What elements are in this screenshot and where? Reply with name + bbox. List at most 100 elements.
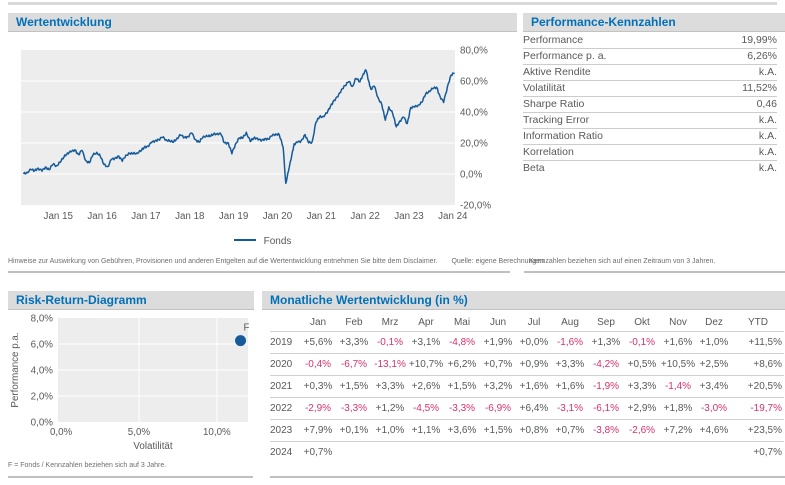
month-value-cell [480,442,516,464]
y-tick-label: 0,0% [31,418,54,429]
bottom-left-divider [8,476,253,478]
x-tick-label: Jan 24 [438,211,468,220]
risk-footnote: F = Fonds / Kennzahlen beziehen sich auf… [8,462,166,469]
fonds-legend-line-icon [233,239,256,242]
month-value-cell: -1,4% [660,375,696,398]
month-value-cell: +6,2% [444,353,480,376]
month-value-cell: +5,6% [300,331,336,354]
x-tick-label: Jan 16 [87,211,117,220]
performance-line-chart: 80,0% 60,0% 40,0% 20,0% 0,0% -20,0% Jan 15 Jan … [21,46,491,220]
month-value-cell: -2,9% [300,397,336,420]
month-column-header: Nov [660,313,696,332]
month-value-cell: +0,7% [480,353,516,376]
metric-row: Performance 19,99% [523,33,777,49]
y-tick-label: 20,0% [460,139,488,150]
metric-label: Korrelation [523,144,650,161]
y-tick-label: 2,0% [31,392,54,403]
chart-legend: Fonds [8,236,517,247]
x-tick-label: Jan 22 [350,211,379,220]
ytd-cell: +20,5% [732,375,784,398]
x-tick-label: Jan 17 [131,211,160,220]
month-value-cell: -1,9% [588,375,624,398]
month-column-header: Okt [624,313,660,332]
metric-row: Volatilität 11,52% [523,80,777,97]
month-value-cell: +1,2% [372,397,408,420]
risk-footnote-text: F = Fonds / Kennzahlen beziehen sich auf… [8,462,167,469]
x-tick-label: 10,0% [203,427,231,438]
month-value-cell: +2,5% [696,353,732,376]
fonds-legend-label: Fonds [263,236,292,247]
metric-label: Performance p. a. [523,48,650,65]
monthly-header-row: Jan Feb Mrz Apr Mai Jun Jul Aug Sep Okt Nov Dez YTD [270,313,784,332]
x-tick-label: Jan 19 [219,211,248,220]
month-column-header: Mrz [372,313,408,332]
month-value-cell [336,442,372,464]
y-tick-label: 80,0% [460,46,488,57]
metric-row: Aktive Rendite k.A. [523,64,777,81]
month-value-cell: +10,7% [408,353,444,376]
year-cell: 2021 [270,375,300,398]
x-tick-label: 0,0% [50,427,73,438]
month-value-cell: +1,3% [588,331,624,354]
month-value-cell: -4,5% [408,397,444,420]
month-column-header: Sep [588,313,624,332]
month-value-cell: -3,3% [444,397,480,420]
month-column-header: Dez [696,313,732,332]
month-value-cell: +10,5% [660,353,696,376]
month-value-cell: +0,3% [300,375,336,398]
y-axis-label: Performance p.a. [10,332,21,407]
month-value-cell [552,442,588,464]
month-value-cell: +3,1% [408,331,444,354]
year-cell: 2019 [270,331,300,354]
month-value-cell: -3,0% [696,397,732,420]
month-value-cell [660,442,696,464]
metrics-footnote: Kennzahlen beziehen sich auf einen Zeitr… [529,258,715,265]
month-value-cell [444,442,480,464]
month-column-header: Apr [408,313,444,332]
month-value-cell: +3,3% [552,353,588,376]
metric-value: k.A. [650,144,777,161]
year-cell: 2022 [270,397,300,420]
month-value-cell [516,442,552,464]
ytd-cell: -19,7% [732,397,784,420]
month-value-cell: +1,5% [444,375,480,398]
metric-row: Information Ratio k.A. [523,128,777,145]
month-value-cell: -3,1% [552,397,588,420]
metric-row: Sharpe Ratio 0,46 [523,96,777,113]
y-tick-label: -20,0% [460,201,491,212]
metric-label: Performance [523,33,650,49]
year-cell: 2024 [270,447,293,458]
monthly-row: 2020 -0,4% -6,7% -13,1% +10,7% +6,2% +0,7% +0,9… [270,353,784,376]
month-column-header: Mai [444,313,480,332]
x-tick-label: 5,0% [128,427,151,438]
metric-label: Volatilität [523,80,650,97]
y-tick-label: 60,0% [460,77,488,88]
risk-panel-header: Risk-Return-Diagramm [8,291,254,310]
month-value-cell: +3,4% [696,375,732,398]
month-value-cell: +2,6% [408,375,444,398]
year-column-header [270,313,300,332]
month-value-cell [408,442,444,464]
fonds-data-point [235,335,247,347]
performance-panel-header: Wertentwicklung [8,13,517,32]
ytd-cell: +23,5% [732,419,784,442]
month-value-cell: +2,9% [624,397,660,420]
month-column-header: Jan [300,313,336,332]
bottom-right-divider [270,476,785,478]
month-column-header: Jun [480,313,516,332]
month-column-header: Aug [552,313,588,332]
month-value-cell: +3,2% [480,375,516,398]
risk-panel-title: Risk-Return-Diagramm [16,293,147,307]
disclaimer-text: Hinweise zur Auswirkung von Gebühren, Pr… [8,258,438,265]
month-value-cell: +3,3% [336,331,372,354]
x-tick-label: Jan 20 [263,211,293,220]
monthly-returns-table: Jan Feb Mrz Apr Mai Jun Jul Aug Sep Okt Nov Dez YTD 2… [270,313,784,463]
month-value-cell: +0,7% [303,447,333,458]
metric-row: Tracking Error k.A. [523,112,777,129]
month-value-cell: +7,9% [300,419,336,442]
month-value-cell: -0,1% [372,331,408,354]
metrics-table: Performance 19,99% Performance p. a. 6,26% A… [523,33,777,176]
metrics-panel-title: Performance-Kennzahlen [531,15,676,29]
y-tick-label: 6,0% [31,340,54,351]
